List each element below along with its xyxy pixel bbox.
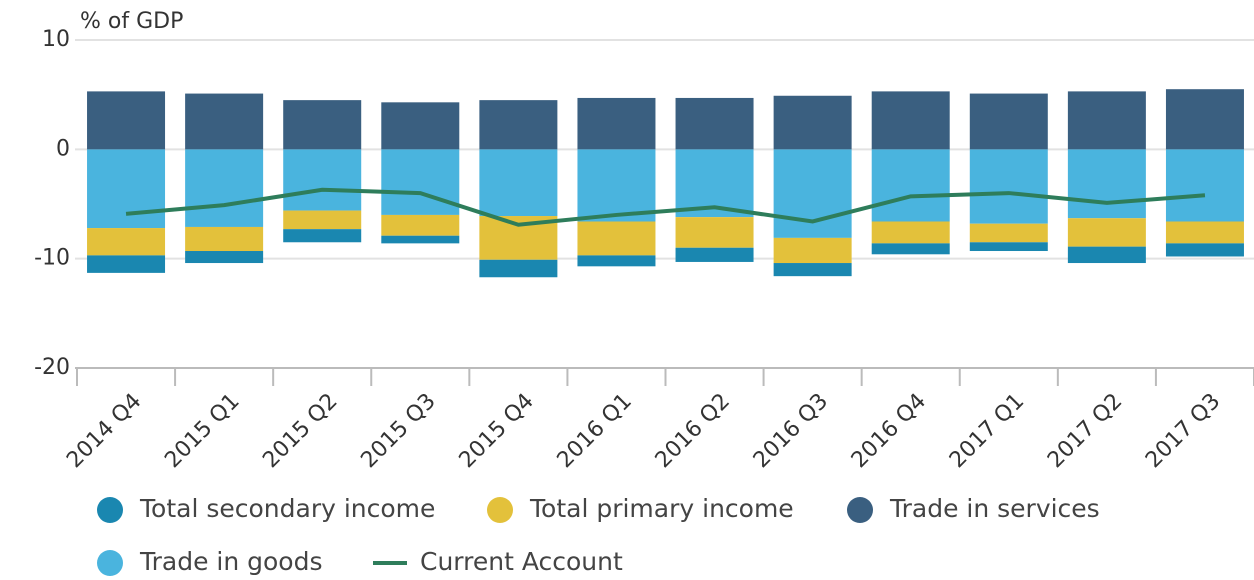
bar-segment xyxy=(577,255,656,267)
legend-label: Trade in services xyxy=(889,494,1100,523)
bar-segment xyxy=(969,223,1048,243)
bar-segment xyxy=(1067,149,1146,219)
bar-segment xyxy=(283,229,362,243)
bar-segment xyxy=(969,242,1048,252)
bar-segment xyxy=(675,247,754,262)
x-tick-label: 2015 Q4 xyxy=(455,389,539,473)
x-tick-label: 2016 Q1 xyxy=(553,389,637,473)
bar-segment xyxy=(1067,246,1146,264)
bar-segment xyxy=(381,102,460,150)
x-tick-label: 2015 Q3 xyxy=(356,389,440,473)
bar-segment xyxy=(185,93,264,150)
bar-segment xyxy=(283,100,362,150)
y-tick-label: 10 xyxy=(42,27,70,52)
legend-swatch xyxy=(487,497,513,523)
legend-item: Total primary income xyxy=(487,494,794,523)
bar-segment xyxy=(283,210,362,230)
bar-segment xyxy=(87,228,166,256)
bar-segment xyxy=(381,149,460,215)
x-tick-label: 2017 Q2 xyxy=(1043,389,1127,473)
bar-segment xyxy=(773,95,852,150)
bar-segment xyxy=(871,91,950,150)
bar-segment xyxy=(283,149,362,211)
x-tick-label: 2015 Q2 xyxy=(258,389,342,473)
bar-segment xyxy=(1165,221,1244,244)
bar-segment xyxy=(969,149,1048,224)
legend-item: Trade in services xyxy=(847,494,1100,523)
bar-segment xyxy=(773,263,852,277)
bar-segment xyxy=(185,251,264,264)
bar-segment xyxy=(1067,91,1146,150)
bar-segment xyxy=(87,255,166,273)
x-tick-label: 2016 Q4 xyxy=(847,389,931,473)
legend-label: Current Account xyxy=(420,547,623,576)
bar-segment xyxy=(773,149,852,238)
legend-label: Total secondary income xyxy=(139,494,435,523)
y-tick-label: -10 xyxy=(34,246,70,271)
bar-segment xyxy=(1165,89,1244,150)
legend-item: Current Account xyxy=(373,547,623,576)
bar-segment xyxy=(479,259,558,278)
bar-segment xyxy=(675,217,754,248)
bar-segment xyxy=(871,149,950,222)
x-tick-label: 2017 Q1 xyxy=(945,389,1029,473)
legend-swatch xyxy=(847,497,873,523)
bar-segment xyxy=(185,149,264,227)
y-tick-label: 0 xyxy=(56,136,70,161)
line-series xyxy=(125,187,1206,227)
legend-item: Total secondary income xyxy=(97,494,435,523)
x-tick-label: 2016 Q3 xyxy=(749,389,833,473)
bar-segment xyxy=(969,93,1048,150)
legend-swatch xyxy=(97,497,123,523)
bar-segment xyxy=(773,237,852,264)
x-tick-label: 2017 Q3 xyxy=(1141,389,1225,473)
bar-segment xyxy=(381,235,460,244)
bar-segment xyxy=(1165,149,1244,222)
legend-label: Trade in goods xyxy=(139,547,322,576)
bar-segment xyxy=(185,226,264,252)
bar-segment xyxy=(577,149,656,222)
bar-segment xyxy=(479,149,558,217)
x-tick-label: 2014 Q4 xyxy=(62,389,146,473)
bar-segment xyxy=(871,221,950,244)
x-tick-label: 2015 Q1 xyxy=(160,389,244,473)
bar-segment xyxy=(871,243,950,255)
bar-segment xyxy=(577,97,656,150)
bar-segment xyxy=(1067,218,1146,247)
bar-segment xyxy=(1165,243,1244,257)
y-tick-label: -20 xyxy=(34,355,70,380)
x-tick-label: 2016 Q2 xyxy=(651,389,735,473)
legend-swatch xyxy=(97,550,123,576)
bar-segment xyxy=(87,91,166,150)
bar-segment xyxy=(675,97,754,150)
bar-segment xyxy=(87,149,166,229)
bar-segment xyxy=(479,100,558,150)
y-axis-label: % of GDP xyxy=(80,9,183,34)
bar-segment xyxy=(381,214,460,236)
bar-segment xyxy=(577,221,656,256)
legend-label: Total primary income xyxy=(529,494,794,523)
legend-item: Trade in goods xyxy=(97,547,322,576)
